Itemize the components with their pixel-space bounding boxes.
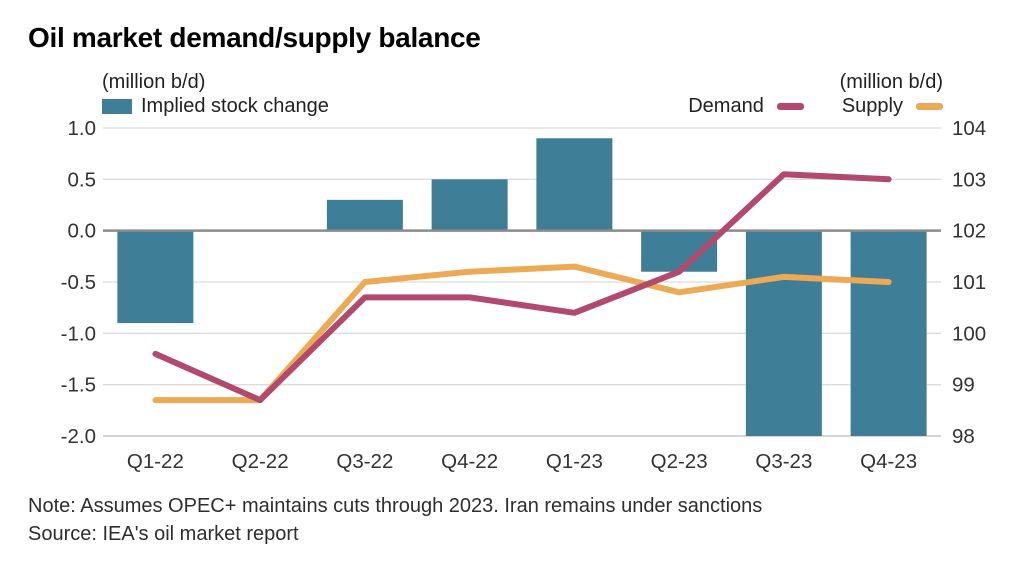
x-axis-label: Q3-22 [336,450,393,473]
x-axis-label: Q3-23 [755,450,812,473]
right-axis-tick: 98 [952,425,975,448]
demand-line [152,171,892,404]
implied-stock-change-swatch [102,98,132,114]
left-axis-tick: -2.0 [61,425,96,448]
left-axis-tick: -1.5 [61,374,96,397]
supply-legend-label: Supply [841,94,903,117]
bar-Q1-22 [117,230,194,324]
x-axis-label: Q4-23 [860,450,917,473]
right-axis-tick: 101 [952,271,986,294]
x-axis-label: Q4-22 [441,450,498,473]
left-axis-tick: 0.0 [68,220,97,243]
line-legend: Demand Supply [688,95,943,117]
left-header: (million b/d) Implied stock change [102,70,329,117]
x-axis-label: Q2-22 [232,450,289,473]
right-axis-tick: 102 [952,220,986,243]
bar-Q2-23 [641,230,718,272]
left-axis-tick: 0.5 [68,168,97,191]
x-axis-label: Q2-23 [651,450,708,473]
left-axis-tick: -0.5 [61,271,96,294]
bar-Q3-23 [745,230,822,436]
right-axis-unit: (million b/d) [839,71,943,93]
right-axis-tick: 99 [952,374,975,397]
note-text: Note: Assumes OPEC+ maintains cuts throu… [28,495,763,517]
x-axis-label: Q1-22 [127,450,184,473]
left-axis-tick: -1.0 [61,322,96,345]
bar-Q4-22 [431,179,508,231]
implied-stock-change-label: Implied stock change [141,94,329,117]
bar-Q4-23 [850,230,927,436]
left-axis-unit: (million b/d) [102,71,206,93]
right-axis-tick: 103 [952,168,986,191]
bar-Q3-22 [326,199,403,231]
bar-Q1-23 [536,138,613,231]
supply-line-swatch [916,102,943,110]
footnotes: Note: Assumes OPEC+ maintains cuts throu… [28,492,762,548]
right-axis-tick: 104 [952,117,986,140]
right-axis-tick: 100 [952,322,986,345]
x-axis-label: Q1-23 [546,450,603,473]
source-text: Source: IEA's oil market report [28,523,299,545]
left-axis-tick: 1.0 [68,117,97,140]
bar-legend: Implied stock change [102,95,329,117]
chart-title: Oil market demand/supply balance [28,22,481,53]
right-header: (million b/d) Demand Supply [688,70,943,117]
demand-line-swatch [776,102,804,110]
demand-legend-label: Demand [688,94,764,117]
